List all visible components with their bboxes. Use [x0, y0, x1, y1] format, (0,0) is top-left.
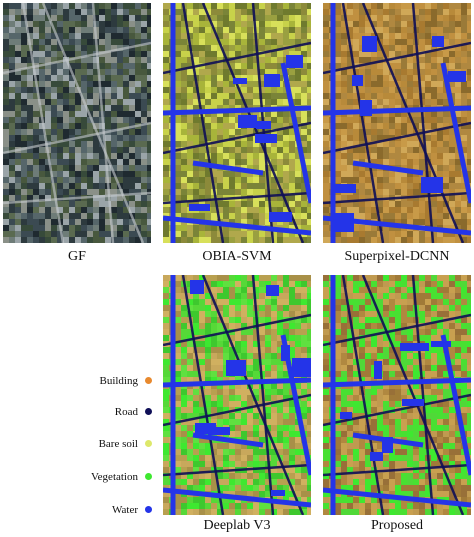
legend-label-road: Road: [114, 406, 138, 418]
legend-dot-vegetation: [145, 473, 152, 480]
caption-superpixel-dcnn: Superpixel-DCNN: [344, 249, 450, 264]
legend-dot-bare-soil: [145, 440, 152, 447]
panel-proposed: [323, 275, 471, 515]
panel-superpixel-dcnn: [323, 3, 471, 243]
caption-deeplab-v3: Deeplab V3: [203, 518, 271, 533]
superpixel-dcnn-classification-map: [323, 3, 471, 243]
legend-label-vegetation: Vegetation: [90, 471, 138, 483]
caption-obia-svm: OBIA-SVM: [202, 249, 272, 264]
panel-deeplab-v3: [163, 275, 311, 515]
panel-gf: [3, 3, 151, 243]
caption-proposed: Proposed: [370, 518, 424, 533]
legend-dot-building: [145, 377, 152, 384]
proposed-classification-map: [323, 275, 471, 515]
caption-gf: GF: [68, 249, 86, 264]
deeplab-v3-classification-map: [163, 275, 311, 515]
legend-label-building: Building: [99, 375, 138, 387]
legend-dot-road: [145, 408, 152, 415]
panel-obia-svm: [163, 3, 311, 243]
legend-dot-water: [145, 506, 152, 513]
gf-satellite-image: [3, 3, 151, 243]
legend-label-water: Water: [112, 504, 138, 516]
legend-label-bare-soil: Bare soil: [98, 438, 138, 450]
obia-svm-classification-map: [163, 3, 311, 243]
